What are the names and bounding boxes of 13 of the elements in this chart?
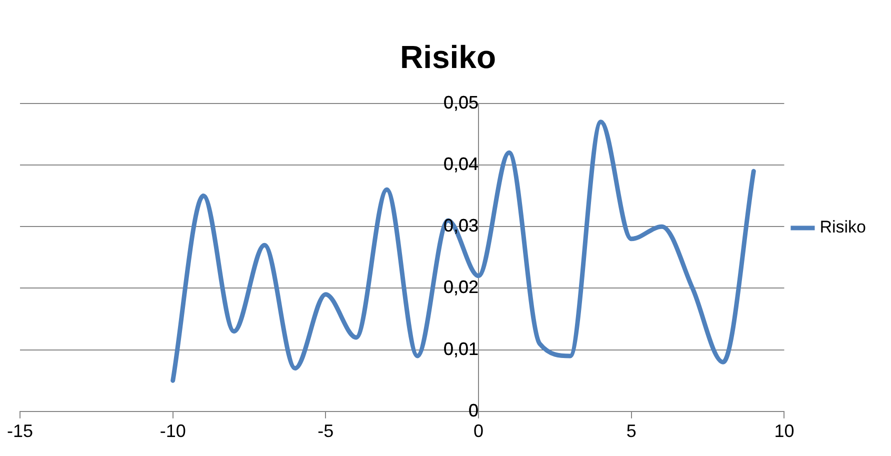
y-tick-label: 0,05 [443,92,479,112]
y-tick-label: 0 [468,400,479,420]
y-tick-label: 0,04 [443,154,479,174]
y-tick-label: 0,02 [443,277,479,298]
x-tick-label: -15 [6,421,34,442]
chart-title: Risiko [400,39,496,76]
x-tick-label: 5 [626,421,636,442]
line-series [170,120,756,383]
x-tick-label: 10 [774,421,794,442]
y-tick-label: 0,01 [443,338,479,359]
legend-label: Risiko [820,218,866,237]
x-tick-label: -10 [160,421,186,442]
x-tick-label: -5 [318,421,334,442]
